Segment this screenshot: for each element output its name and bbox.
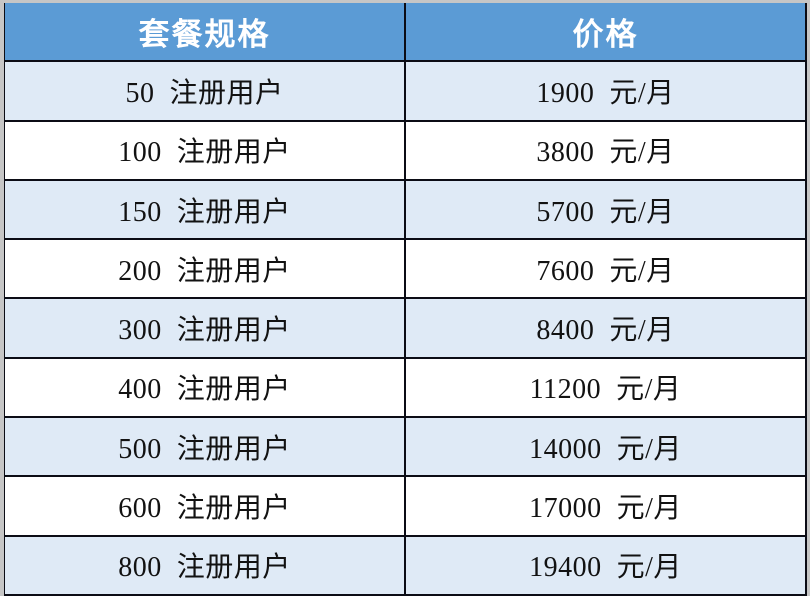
table-row: 50 注册用户 1900 元/月: [5, 60, 805, 120]
package-spec-cell: 600 注册用户: [5, 477, 406, 535]
table-row: 400 注册用户 11200 元/月: [5, 356, 805, 417]
header-cell-package-spec: 套餐规格: [5, 3, 406, 61]
table-row: 100 注册用户 3800 元/月: [5, 119, 805, 179]
package-spec-cell: 500 注册用户: [5, 418, 406, 476]
table-row: 150 注册用户 5700 元/月: [5, 178, 805, 239]
table-row: 300 注册用户 8400 元/月: [5, 297, 805, 357]
header-cell-price: 价格: [406, 3, 805, 61]
package-spec-cell: 150 注册用户: [5, 180, 406, 239]
price-cell: 7600 元/月: [406, 240, 805, 298]
pricing-table: 套餐规格 价格 50 注册用户 1900 元/月 100 注册用户 3800 元…: [4, 3, 807, 596]
package-spec-cell: 200 注册用户: [5, 240, 406, 298]
package-spec-cell: 400 注册用户: [5, 358, 406, 417]
price-cell: 3800 元/月: [406, 121, 805, 179]
price-cell: 8400 元/月: [406, 299, 805, 357]
price-cell: 5700 元/月: [406, 180, 805, 239]
table-row: 200 注册用户 7600 元/月: [5, 238, 805, 298]
price-cell: 17000 元/月: [406, 477, 805, 535]
price-cell: 14000 元/月: [406, 418, 805, 476]
table-row: 500 注册用户 14000 元/月: [5, 416, 805, 476]
header-row: 套餐规格 价格: [5, 3, 805, 61]
price-cell: 19400 元/月: [406, 536, 805, 594]
table-row: 800 注册用户 19400 元/月: [5, 534, 805, 594]
table-row: 600 注册用户 17000 元/月: [5, 475, 805, 535]
package-spec-cell: 100 注册用户: [5, 121, 406, 179]
package-spec-cell: 300 注册用户: [5, 299, 406, 357]
price-cell: 1900 元/月: [406, 62, 805, 120]
price-cell: 11200 元/月: [406, 358, 805, 417]
package-spec-cell: 50 注册用户: [5, 62, 406, 120]
package-spec-cell: 800 注册用户: [5, 536, 406, 594]
